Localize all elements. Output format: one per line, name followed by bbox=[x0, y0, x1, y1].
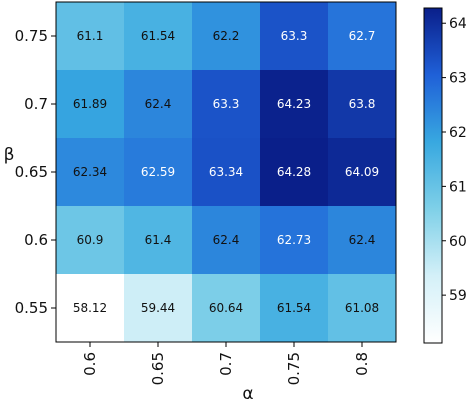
y-axis-label: β bbox=[4, 145, 15, 165]
heatmap-cell bbox=[328, 138, 397, 207]
heatmap-cell bbox=[192, 70, 261, 139]
heatmap-value-label: 62.34 bbox=[73, 165, 107, 179]
heatmap-cell bbox=[260, 138, 329, 207]
heatmap-value-label: 62.2 bbox=[213, 29, 240, 43]
colorbar-tick-label: 64 bbox=[449, 16, 467, 32]
heatmap-cell bbox=[124, 206, 193, 275]
y-tick-label: 0.55 bbox=[15, 299, 48, 317]
heatmap-value-label: 58.12 bbox=[73, 301, 107, 315]
heatmap-value-label: 61.54 bbox=[141, 29, 175, 43]
y-tick-label: 0.75 bbox=[15, 27, 48, 45]
heatmap-value-label: 62.4 bbox=[145, 97, 172, 111]
x-tick-label: 0.7 bbox=[217, 352, 235, 376]
heatmap-value-label: 62.4 bbox=[349, 233, 376, 247]
colorbar bbox=[423, 7, 443, 344]
heatmap-cell bbox=[328, 70, 397, 139]
heatmap-value-label: 62.73 bbox=[277, 233, 311, 247]
heatmap-cell bbox=[328, 274, 397, 343]
heatmap-cell bbox=[192, 206, 261, 275]
heatmap-cell bbox=[124, 138, 193, 207]
heatmap-cells bbox=[56, 2, 397, 343]
heatmap-cell bbox=[192, 274, 261, 343]
heatmap-value-label: 62.4 bbox=[213, 233, 240, 247]
heatmap-value-labels: 61.1 61.54 62.2 63.3 62.7 61.89 62.4 63.3 64.23 6… bbox=[73, 29, 379, 315]
x-tick-label: 0.8 bbox=[353, 352, 371, 376]
heatmap-value-label: 61.4 bbox=[145, 233, 172, 247]
x-axis: 0.6 0.65 0.7 0.75 0.8 bbox=[81, 342, 371, 385]
heatmap-value-label: 62.59 bbox=[141, 165, 175, 179]
heatmap-cell bbox=[124, 2, 193, 71]
heatmap-cell bbox=[56, 70, 125, 139]
heatmap-value-label: 64.23 bbox=[277, 97, 311, 111]
heatmap-value-label: 64.28 bbox=[277, 165, 311, 179]
heatmap-cell bbox=[192, 2, 261, 71]
x-tick-label: 0.75 bbox=[285, 352, 303, 385]
heatmap-value-label: 63.3 bbox=[281, 29, 308, 43]
heatmap-value-label: 62.7 bbox=[349, 29, 376, 43]
heatmap-value-label: 63.8 bbox=[349, 97, 376, 111]
heatmap-cell bbox=[328, 2, 397, 71]
y-tick-label: 0.7 bbox=[24, 95, 48, 113]
heatmap-value-label: 60.9 bbox=[77, 233, 104, 247]
x-tick-label: 0.65 bbox=[149, 352, 167, 385]
y-tick-label: 0.65 bbox=[15, 163, 48, 181]
heatmap-value-label: 63.34 bbox=[209, 165, 243, 179]
heatmap-cell bbox=[124, 70, 193, 139]
colorbar-axis: 59 60 61 62 63 64 bbox=[442, 16, 467, 304]
heatmap-value-label: 61.54 bbox=[277, 301, 311, 315]
heatmap-value-label: 59.44 bbox=[141, 301, 175, 315]
heatmap-cell bbox=[328, 206, 397, 275]
heatmap-cell bbox=[56, 206, 125, 275]
heatmap-cell bbox=[124, 274, 193, 343]
colorbar-tick-label: 62 bbox=[449, 125, 467, 141]
heatmap-cell bbox=[56, 274, 125, 343]
heatmap-cell bbox=[56, 138, 125, 207]
heatmap-value-label: 61.08 bbox=[345, 301, 379, 315]
heatmap-value-label: 60.64 bbox=[209, 301, 243, 315]
y-axis: 0.75 0.7 0.65 0.6 0.55 bbox=[15, 27, 56, 317]
colorbar-tick-label: 59 bbox=[449, 288, 467, 304]
heatmap-cell bbox=[192, 138, 261, 207]
heatmap-cell bbox=[260, 206, 329, 275]
x-axis-label: α bbox=[242, 384, 253, 404]
heatmap-cell bbox=[260, 274, 329, 343]
x-tick-label: 0.6 bbox=[81, 352, 99, 376]
colorbar-tick-label: 61 bbox=[449, 179, 467, 195]
heatmap-cell bbox=[260, 70, 329, 139]
heatmap-value-label: 63.3 bbox=[213, 97, 240, 111]
heatmap-cell bbox=[260, 2, 329, 71]
y-tick-label: 0.6 bbox=[24, 231, 48, 249]
colorbar-tick-label: 60 bbox=[449, 234, 467, 250]
heatmap-value-label: 61.1 bbox=[77, 29, 104, 43]
heatmap-value-label: 64.09 bbox=[345, 165, 379, 179]
colorbar-tick-label: 63 bbox=[449, 71, 467, 87]
heatmap-cell bbox=[56, 2, 125, 71]
heatmap-value-label: 61.89 bbox=[73, 97, 107, 111]
